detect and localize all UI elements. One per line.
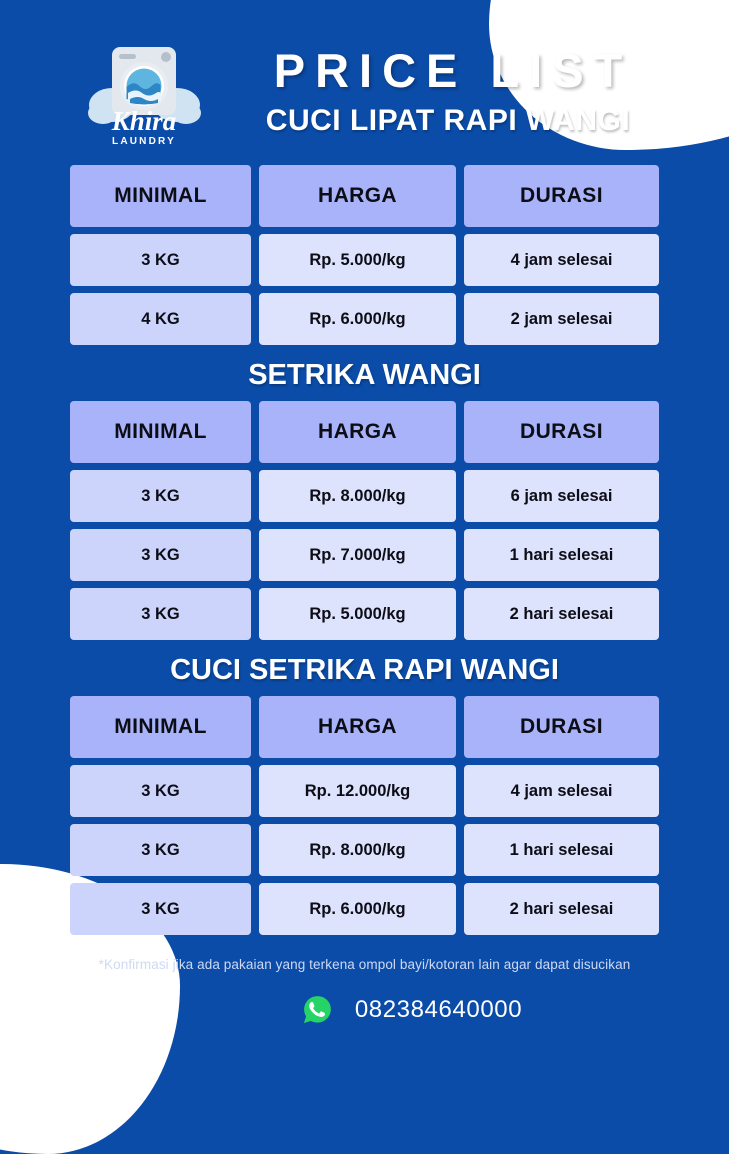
cell-minimal: 3 KG [70,470,251,522]
cell-harga: Rp. 6.000/kg [259,883,456,935]
price-table-2: MINIMAL HARGA DURASI 3 KG Rp. 8.000/kg 6… [70,401,659,640]
column-header-minimal: MINIMAL [70,696,251,758]
table-header-row: MINIMAL HARGA DURASI [70,401,659,463]
washing-machine-icon: Khira LAUNDRY [88,46,201,147]
cell-harga: Rp. 5.000/kg [259,588,456,640]
cell-harga: Rp. 5.000/kg [259,234,456,286]
phone-number[interactable]: 082384640000 [354,995,523,1023]
cell-minimal: 4 KG [70,293,251,345]
cell-durasi: 2 hari selesai [464,588,659,640]
price-table-3: MINIMAL HARGA DURASI 3 KG Rp. 12.000/kg … [70,696,659,935]
header-titles: PRICE LIST CUCI LIPAT RAPI WANGI [203,45,689,138]
cell-durasi: 4 jam selesai [464,765,659,817]
cell-minimal: 3 KG [70,765,251,817]
section-cuci-lipat-rapi-wangi: MINIMAL HARGA DURASI 3 KG Rp. 5.000/kg 4… [0,165,729,345]
cell-harga: Rp. 12.000/kg [259,765,456,817]
table-row: 3 KG Rp. 12.000/kg 4 jam selesai [70,765,659,817]
column-header-minimal: MINIMAL [70,165,251,227]
brand-logo: Khira LAUNDRY [85,33,203,151]
poster-footer: *Konfirmasi jika ada pakaian yang terken… [0,935,729,1025]
table-header-row: MINIMAL HARGA DURASI [70,696,659,758]
table-row: 4 KG Rp. 6.000/kg 2 jam selesai [70,293,659,345]
section-cuci-setrika-rapi-wangi: CUCI SETRIKA RAPI WANGI MINIMAL HARGA DU… [0,640,729,935]
table-row: 3 KG Rp. 8.000/kg 1 hari selesai [70,824,659,876]
svg-text:Khira: Khira [111,106,177,136]
column-header-durasi: DURASI [464,696,659,758]
whatsapp-icon[interactable] [302,994,333,1025]
cell-durasi: 1 hari selesai [464,824,659,876]
svg-text:LAUNDRY: LAUNDRY [112,136,176,147]
header-subtitle: CUCI LIPAT RAPI WANGI [265,103,631,137]
cell-minimal: 3 KG [70,824,251,876]
column-header-durasi: DURASI [464,401,659,463]
column-header-harga: HARGA [259,696,456,758]
section-title: CUCI SETRIKA RAPI WANGI [170,654,559,686]
cell-harga: Rp. 8.000/kg [259,824,456,876]
column-header-minimal: MINIMAL [70,401,251,463]
cell-durasi: 4 jam selesai [464,234,659,286]
table-row: 3 KG Rp. 6.000/kg 2 hari selesai [70,883,659,935]
section-setrika-wangi: SETRIKA WANGI MINIMAL HARGA DURASI 3 KG … [0,345,729,640]
cell-durasi: 2 hari selesai [464,883,659,935]
cell-durasi: 1 hari selesai [464,529,659,581]
cell-minimal: 3 KG [70,529,251,581]
contact-block[interactable]: 082384640000 [0,994,729,1025]
cell-minimal: 3 KG [70,588,251,640]
column-header-harga: HARGA [259,401,456,463]
table-row: 3 KG Rp. 7.000/kg 1 hari selesai [70,529,659,581]
table-row: 3 KG Rp. 5.000/kg 4 jam selesai [70,234,659,286]
cell-harga: Rp. 6.000/kg [259,293,456,345]
cell-harga: Rp. 8.000/kg [259,470,456,522]
poster-header: Khira LAUNDRY PRICE LIST CUCI LIPAT RAPI… [0,0,729,165]
footer-note: *Konfirmasi jika ada pakaian yang terken… [98,957,631,972]
cell-minimal: 3 KG [70,234,251,286]
column-header-durasi: DURASI [464,165,659,227]
page-title: PRICE LIST [273,44,633,98]
cell-harga: Rp. 7.000/kg [259,529,456,581]
price-list-poster: Khira LAUNDRY PRICE LIST CUCI LIPAT RAPI… [0,0,729,1025]
price-table-1: MINIMAL HARGA DURASI 3 KG Rp. 5.000/kg 4… [70,165,659,345]
table-row: 3 KG Rp. 8.000/kg 6 jam selesai [70,470,659,522]
cell-durasi: 6 jam selesai [464,470,659,522]
section-title: SETRIKA WANGI [248,359,481,391]
cell-durasi: 2 jam selesai [464,293,659,345]
table-row: 3 KG Rp. 5.000/kg 2 hari selesai [70,588,659,640]
column-header-harga: HARGA [259,165,456,227]
table-header-row: MINIMAL HARGA DURASI [70,165,659,227]
cell-minimal: 3 KG [70,883,251,935]
